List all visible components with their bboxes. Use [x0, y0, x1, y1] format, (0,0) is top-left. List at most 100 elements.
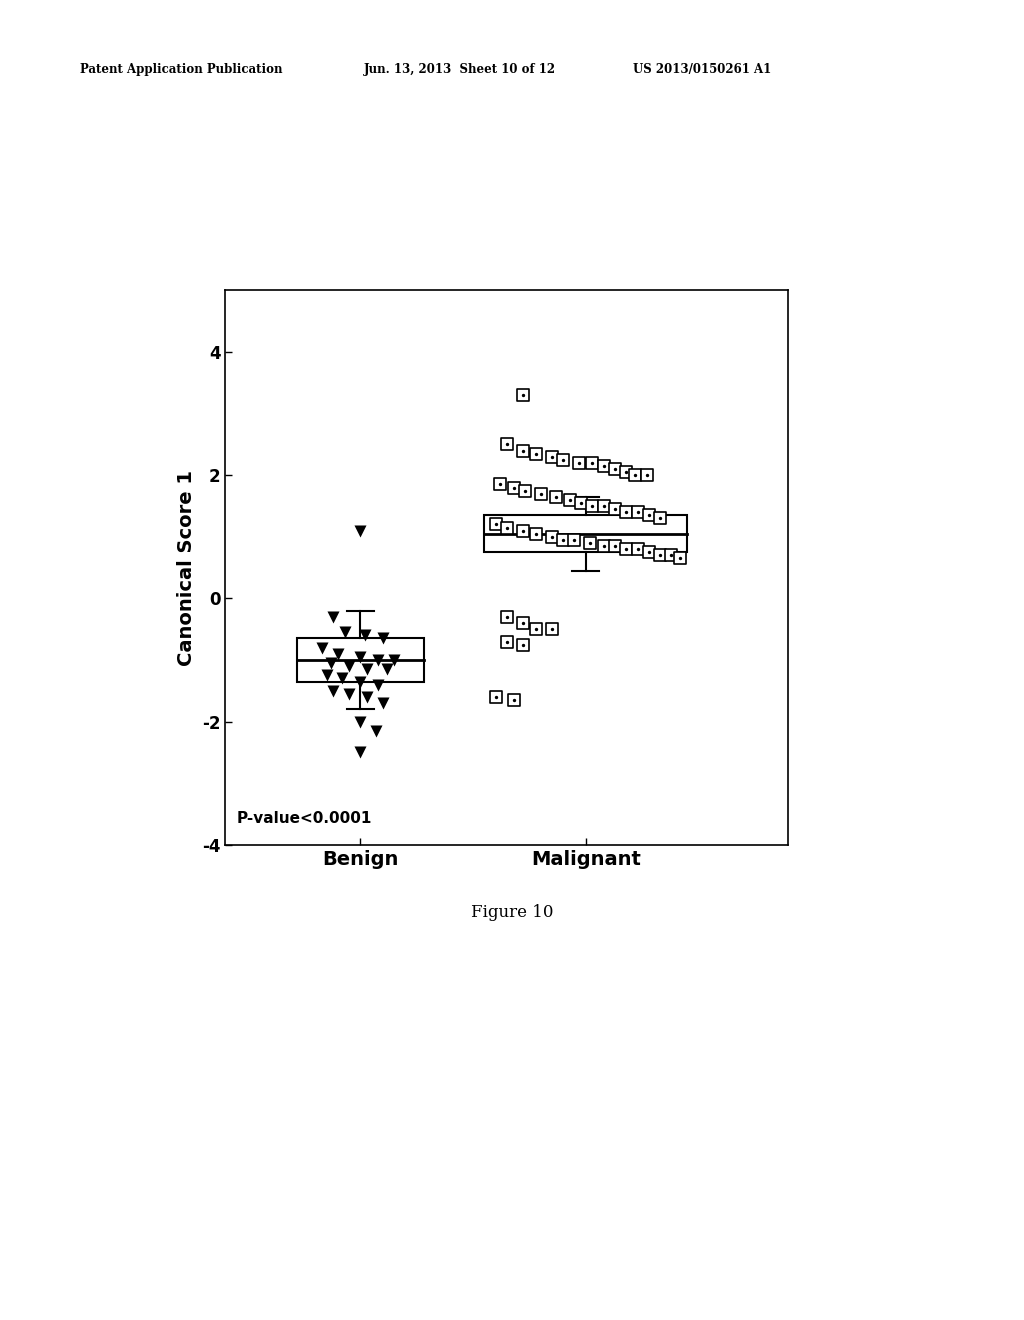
Point [544, 446, 560, 467]
Point [487, 686, 504, 708]
Point [630, 539, 646, 560]
Point [585, 453, 601, 474]
Point [386, 649, 402, 671]
Point [618, 539, 635, 560]
Point [627, 465, 643, 486]
Point [562, 490, 579, 511]
Point [368, 721, 384, 742]
Point [352, 647, 369, 668]
Point [585, 453, 601, 474]
Point [607, 536, 624, 557]
Point [356, 624, 373, 645]
Point [499, 631, 515, 652]
Point [323, 652, 339, 673]
Point [514, 440, 530, 461]
Point [528, 619, 545, 640]
Point [652, 545, 669, 566]
Point [375, 693, 391, 714]
Point [506, 477, 522, 498]
Text: P-value<0.0001: P-value<0.0001 [237, 812, 372, 826]
Point [652, 508, 669, 529]
Point [514, 384, 530, 405]
Point [499, 631, 515, 652]
Point [528, 523, 545, 544]
Point [570, 453, 587, 474]
Point [596, 495, 612, 516]
Point [514, 520, 530, 541]
Point [532, 483, 549, 504]
Point [585, 495, 601, 516]
Point [638, 465, 654, 486]
Point [517, 480, 534, 502]
Point [532, 483, 549, 504]
Point [499, 434, 515, 455]
Point [555, 449, 571, 470]
Point [514, 612, 530, 634]
Point [528, 619, 545, 640]
Point [596, 536, 612, 557]
Point [664, 545, 680, 566]
Point [326, 606, 342, 627]
Point [672, 548, 688, 569]
Point [514, 440, 530, 461]
Point [499, 434, 515, 455]
Text: US 2013/0150261 A1: US 2013/0150261 A1 [633, 62, 771, 75]
Point [352, 742, 369, 763]
Point [555, 449, 571, 470]
Text: Patent Application Publication: Patent Application Publication [80, 62, 283, 75]
Point [487, 513, 504, 535]
Point [618, 502, 635, 523]
Point [375, 628, 391, 649]
Point [641, 541, 657, 562]
Point [506, 689, 522, 710]
Point [371, 675, 387, 696]
Point [566, 529, 583, 550]
Point [562, 490, 579, 511]
Point [618, 539, 635, 560]
Point [544, 619, 560, 640]
Point [664, 545, 680, 566]
Point [334, 668, 350, 689]
Point [544, 619, 560, 640]
Point [544, 446, 560, 467]
Point [652, 545, 669, 566]
Point [506, 477, 522, 498]
Point [638, 465, 654, 486]
Point [528, 444, 545, 465]
Point [514, 634, 530, 655]
Point [566, 529, 583, 550]
Point [570, 453, 587, 474]
Point [544, 527, 560, 548]
Point [548, 486, 564, 507]
Point [630, 502, 646, 523]
Point [514, 384, 530, 405]
Point [641, 541, 657, 562]
Point [555, 529, 571, 550]
Point [330, 643, 346, 664]
Point [607, 499, 624, 520]
Point [573, 492, 590, 513]
Point [548, 486, 564, 507]
Point [582, 532, 598, 553]
Point [379, 659, 395, 680]
Point [499, 606, 515, 627]
Point [607, 458, 624, 479]
Point [341, 684, 357, 705]
Point [627, 465, 643, 486]
Point [630, 539, 646, 560]
Point [573, 492, 590, 513]
Point [514, 520, 530, 541]
Point [596, 495, 612, 516]
Point [499, 517, 515, 539]
Text: Figure 10: Figure 10 [471, 904, 553, 921]
Point [582, 532, 598, 553]
Point [652, 508, 669, 529]
Point [528, 523, 545, 544]
Point [514, 634, 530, 655]
Point [607, 536, 624, 557]
Bar [297, 639, 424, 681]
Point [514, 612, 530, 634]
Point [596, 455, 612, 477]
Point [618, 462, 635, 483]
Point [318, 665, 335, 686]
